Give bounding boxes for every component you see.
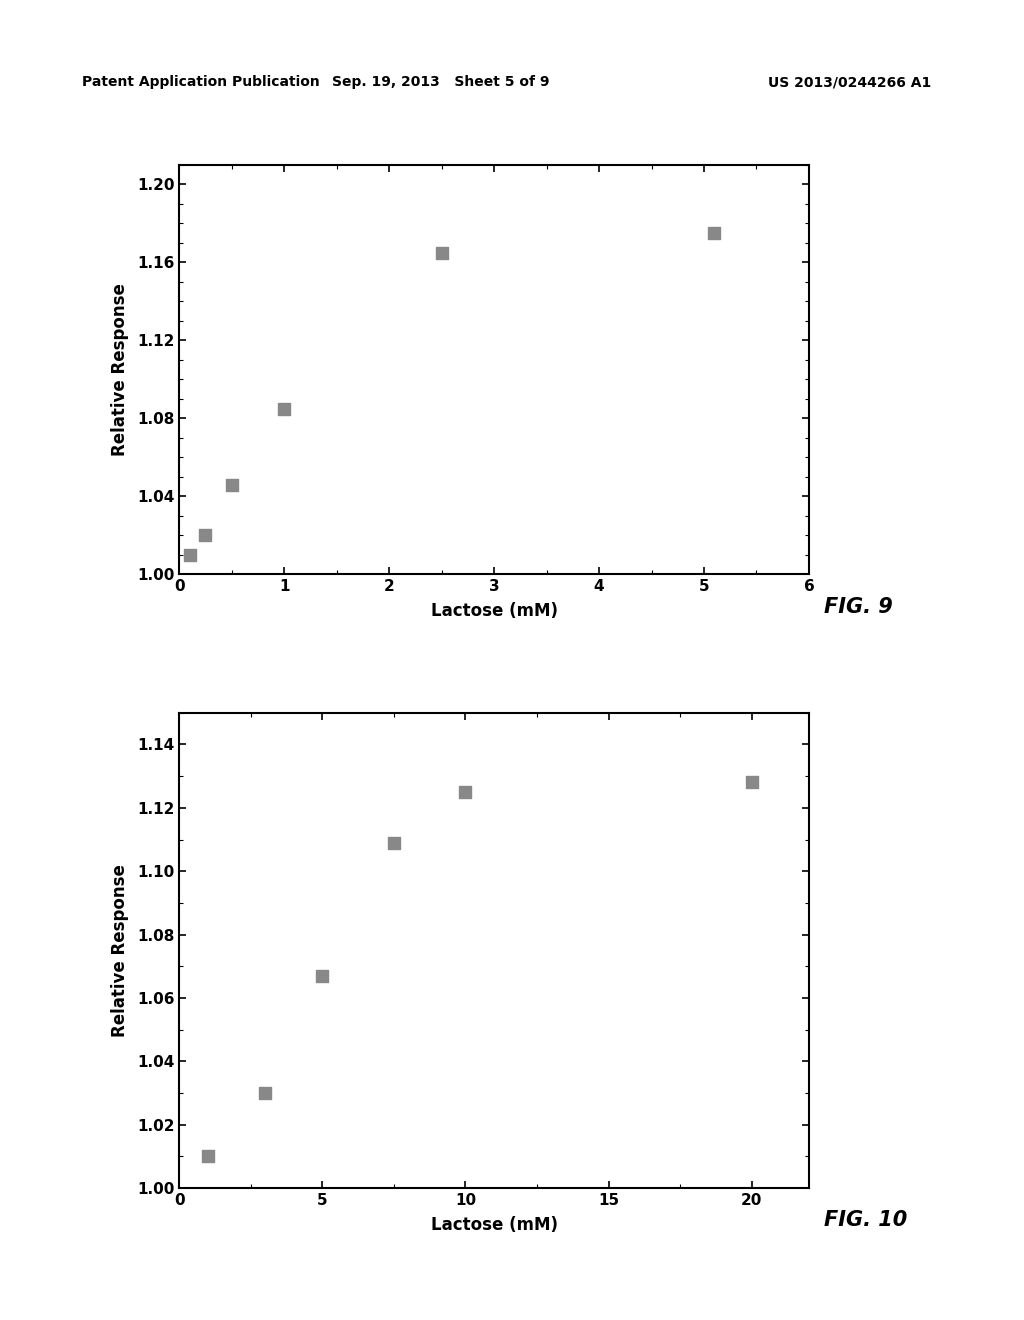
X-axis label: Lactose (mM): Lactose (mM) xyxy=(430,602,558,620)
Point xyxy=(223,474,240,495)
Text: FIG. 10: FIG. 10 xyxy=(824,1210,907,1230)
Text: Sep. 19, 2013   Sheet 5 of 9: Sep. 19, 2013 Sheet 5 of 9 xyxy=(332,75,549,90)
Y-axis label: Relative Response: Relative Response xyxy=(111,284,128,455)
Text: Patent Application Publication: Patent Application Publication xyxy=(82,75,319,90)
Point xyxy=(743,772,760,793)
X-axis label: Lactose (mM): Lactose (mM) xyxy=(430,1216,558,1234)
Point xyxy=(433,242,450,263)
Point xyxy=(707,223,723,244)
Point xyxy=(386,832,402,853)
Point xyxy=(200,1146,216,1167)
Point xyxy=(257,1082,273,1104)
Point xyxy=(198,524,214,545)
Point xyxy=(458,781,474,803)
Y-axis label: Relative Response: Relative Response xyxy=(111,865,128,1036)
Point xyxy=(181,544,198,565)
Point xyxy=(314,965,331,986)
Text: US 2013/0244266 A1: US 2013/0244266 A1 xyxy=(768,75,931,90)
Point xyxy=(275,399,293,420)
Text: FIG. 9: FIG. 9 xyxy=(824,597,893,616)
